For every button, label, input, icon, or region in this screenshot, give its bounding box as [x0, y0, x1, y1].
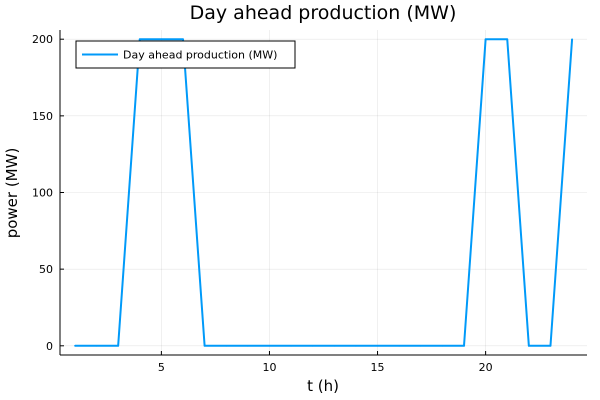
- y-tick-label: 200: [32, 33, 53, 46]
- x-tick-label: 10: [262, 361, 276, 374]
- data-point: [138, 38, 141, 40]
- data-point: [225, 345, 228, 347]
- data-point: [441, 345, 444, 347]
- data-point: [74, 345, 76, 347]
- data-point: [571, 38, 573, 40]
- chart-title: Day ahead production (MW): [190, 2, 457, 24]
- y-tick-label: 0: [46, 340, 53, 353]
- x-tick-label: 20: [479, 361, 493, 374]
- y-tick-label: 150: [32, 110, 53, 123]
- series: [74, 38, 574, 347]
- legend-entry-label: Day ahead production (MW): [123, 49, 277, 62]
- x-axis-label: t (h): [307, 377, 339, 395]
- data-point: [247, 345, 249, 347]
- data-point: [484, 38, 487, 40]
- data-point: [355, 345, 357, 347]
- x-tick-label: 15: [371, 361, 385, 374]
- x-tick-label: 5: [158, 361, 165, 374]
- data-point: [290, 345, 292, 347]
- data-point: [182, 38, 184, 40]
- y-tick-label: 50: [39, 263, 53, 276]
- data-point: [398, 345, 400, 347]
- data-point: [528, 345, 530, 347]
- data-point: [268, 345, 271, 347]
- data-point: [95, 345, 98, 347]
- data-point: [419, 345, 422, 347]
- y-tick-label: 100: [32, 187, 53, 200]
- data-point: [203, 345, 206, 347]
- data-point: [506, 38, 509, 40]
- data-point: [463, 345, 465, 347]
- data-point: [549, 345, 552, 347]
- data-point: [311, 345, 314, 347]
- data-point: [117, 345, 119, 347]
- series-line-0: [74, 38, 574, 347]
- data-point: [376, 345, 379, 347]
- data-point: [333, 345, 336, 347]
- data-point: [160, 38, 163, 40]
- legend: Day ahead production (MW): [75, 40, 296, 69]
- y-axis-label: power (MW): [3, 148, 21, 239]
